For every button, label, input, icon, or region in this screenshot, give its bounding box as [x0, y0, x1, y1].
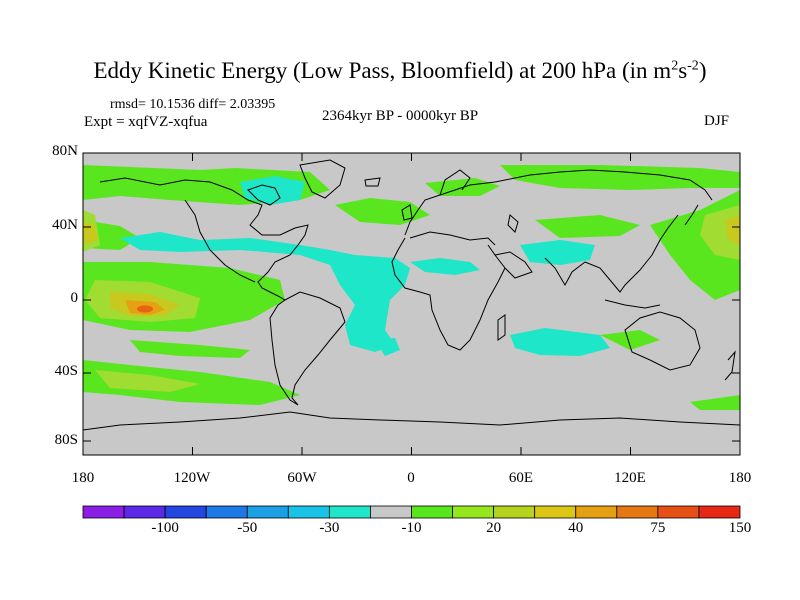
coast-new-zealand [724, 350, 736, 381]
colorbar-swatch [82, 505, 125, 519]
lon-tick-120e: 120E [614, 470, 646, 486]
coast-africa [391, 237, 506, 351]
colorbar-swatch [370, 505, 412, 519]
colorbar-swatch [657, 505, 700, 519]
field-indian-ocean-cyan [510, 328, 610, 356]
colorbar-swatch [575, 505, 618, 519]
colorbar-swatch [246, 505, 289, 519]
colorbar-label: -10 [401, 520, 422, 536]
colorbar-label: 150 [728, 520, 752, 536]
coastlines [82, 159, 741, 431]
colorbar-swatch [328, 505, 371, 519]
lat-tick-40s: 40S [54, 363, 78, 379]
field-south-pacific-yg [95, 370, 200, 392]
lon-tick-60w: 60W [287, 470, 317, 486]
coast-india [544, 257, 586, 287]
colorbar-label: 20 [486, 520, 502, 536]
field-asia-lg [535, 215, 640, 238]
field-tropical-max [137, 305, 153, 313]
coast-japan [684, 204, 699, 226]
coast-iceland [364, 177, 381, 187]
field-south-pacific-band-lg [130, 340, 250, 358]
field-south-asia-cyan [520, 240, 595, 265]
lat-tick-40n: 40N [52, 217, 78, 233]
coast-scandinavia [439, 169, 471, 196]
lon-tick-180w: 180 [71, 470, 95, 486]
lat-tick-0: 0 [70, 290, 79, 306]
coast-indonesia [604, 299, 661, 309]
coast-british-isles [401, 204, 413, 221]
coast-australia [624, 311, 701, 371]
colorbar-swatch [164, 505, 207, 519]
coast-antarctica [82, 411, 741, 431]
colorbar-swatch [534, 505, 577, 519]
coast-southeast-asia [584, 214, 679, 293]
field-north-africa-cyan [410, 258, 480, 275]
lon-tick-180e: 180 [728, 470, 752, 486]
colorbar-swatch [205, 505, 248, 519]
coast-greenland [299, 159, 346, 199]
lat-tick-80n: 80N [52, 143, 78, 159]
lon-tick-0: 0 [407, 470, 415, 486]
coast-madagascar [497, 314, 506, 341]
colorbar-swatch [287, 505, 330, 519]
field-central-atlantic-cyan [120, 232, 410, 352]
anomaly-fields [83, 165, 740, 410]
stats-label: rmsd= 10.1536 diff= 2.03395 [110, 97, 276, 112]
colorbar-swatch [411, 505, 453, 519]
colorbar-label: 40 [568, 520, 584, 536]
experiment-label: Expt = xqfVZ-xqfua [84, 114, 208, 130]
lon-tick-60e: 60E [508, 470, 534, 486]
coast-north-america-west [184, 199, 256, 283]
coast-south-america [269, 291, 346, 406]
coast-north-america [99, 177, 309, 301]
coast-mediterranean [409, 231, 496, 246]
period-label: 2364kyr BP - 0000kyr BP [321, 108, 479, 124]
lat-tick-80s: 80S [54, 432, 78, 448]
lat-tick-marks [83, 152, 740, 442]
season-label: DJF [704, 113, 730, 129]
colorbar-label: 75 [650, 520, 666, 536]
colorbar-swatch [493, 505, 536, 519]
field-dateline-olive [725, 215, 740, 245]
field-south-atlantic-cyan [375, 338, 400, 356]
colorbar-label: -100 [151, 520, 179, 536]
lon-tick-marks [82, 153, 741, 455]
coast-arabia [494, 251, 533, 279]
colorbar [82, 505, 741, 519]
coast-hudson-bay [247, 184, 281, 206]
field-north-atlantic-lg [335, 198, 430, 225]
colorbar-swatch [452, 505, 495, 519]
colorbar-swatch [616, 505, 659, 519]
field-southern-ocean-lg [690, 395, 740, 410]
field-indian-ocean-lg [600, 330, 660, 350]
field-arctic-lg [500, 165, 740, 190]
colorbar-swatch [123, 505, 166, 519]
coast-caspian [507, 214, 519, 233]
colorbar-label: -30 [319, 520, 340, 536]
lon-tick-120w: 120W [173, 470, 211, 486]
coast-europe [404, 169, 713, 236]
plot-title: Eddy Kinetic Energy (Low Pass, Bloomfiel… [93, 58, 707, 83]
colorbar-swatch [698, 505, 741, 519]
colorbar-label: -50 [237, 520, 258, 536]
